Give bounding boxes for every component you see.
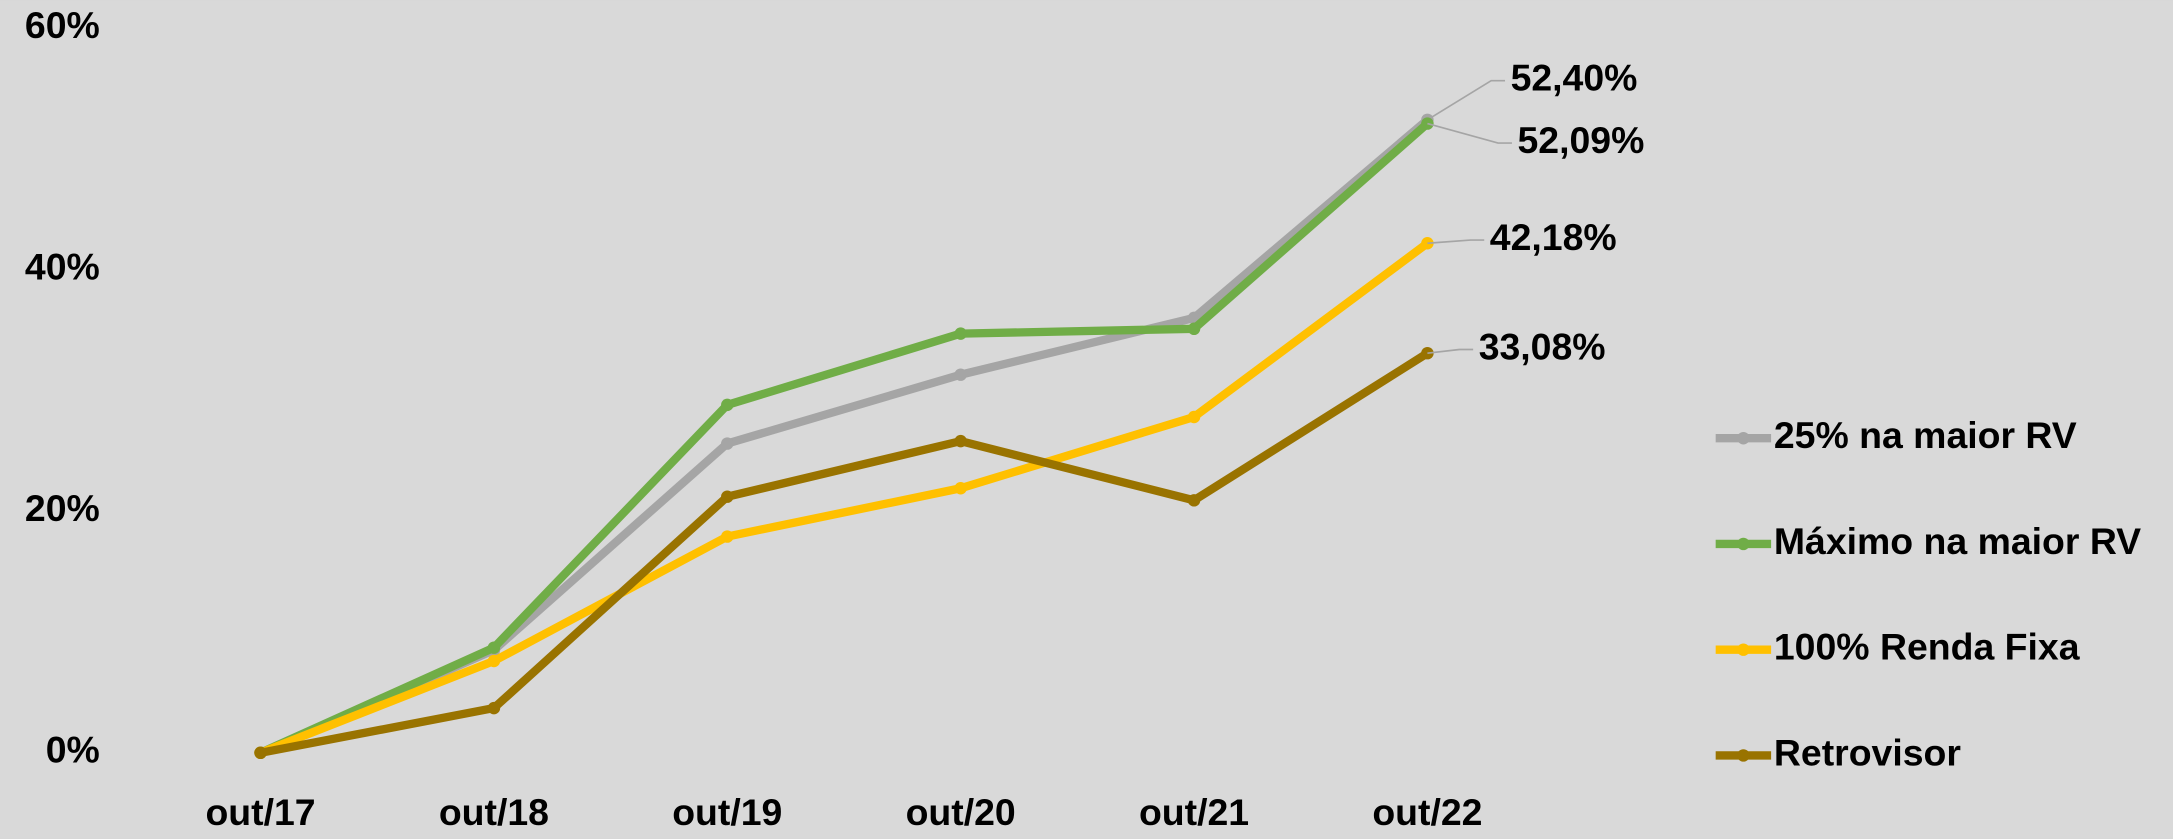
point: [721, 530, 734, 543]
point: [954, 368, 967, 381]
point: [954, 482, 967, 495]
point: [487, 654, 501, 668]
point: [254, 746, 267, 760]
point: [487, 701, 501, 715]
series-line: [259, 349, 1430, 757]
x-tick-label: out/19: [672, 791, 782, 833]
point: [1187, 494, 1201, 507]
y-tick-label: 40%: [25, 245, 100, 287]
point: [1187, 322, 1201, 336]
legend-label: 25% na maior RV: [1774, 414, 2077, 456]
series-line: [259, 239, 1430, 757]
data-label: 33,08%: [1479, 325, 1606, 367]
x-tick-label: out/22: [1372, 791, 1482, 833]
y-tick-label: 0%: [46, 729, 100, 771]
leader-line: [1427, 348, 1474, 355]
point: [954, 434, 967, 448]
point: [721, 398, 734, 412]
data-label: 52,09%: [1517, 119, 1644, 161]
point: [1187, 410, 1201, 424]
point: [954, 327, 967, 340]
legend-label: Retrovisor: [1774, 731, 1961, 773]
point: [487, 641, 501, 654]
legend-marker: [1737, 749, 1750, 762]
leader-line: [1427, 239, 1485, 245]
x-tick-label: out/17: [205, 791, 315, 833]
x-tick-label: out/20: [906, 791, 1016, 833]
legend-marker: [1737, 431, 1750, 445]
point: [721, 437, 734, 450]
data-label: 52,40%: [1511, 57, 1638, 99]
x-tick-label: out/21: [1139, 791, 1249, 833]
point: [1421, 237, 1434, 250]
leader-line: [1426, 79, 1506, 121]
y-tick-label: 60%: [25, 4, 100, 46]
series-line: [258, 120, 1431, 757]
data-label: 42,18%: [1490, 216, 1617, 258]
point: [721, 490, 734, 503]
legend-marker: [1737, 643, 1750, 656]
legend-label: Máximo na maior RV: [1774, 520, 2141, 562]
legend-marker: [1737, 537, 1750, 551]
point: [1421, 117, 1434, 130]
leader-line: [1427, 122, 1512, 144]
point: [1421, 346, 1434, 360]
legend-label: 100% Renda Fixa: [1774, 626, 2081, 668]
y-tick-label: 20%: [25, 487, 100, 529]
x-tick-label: out/18: [439, 791, 549, 833]
